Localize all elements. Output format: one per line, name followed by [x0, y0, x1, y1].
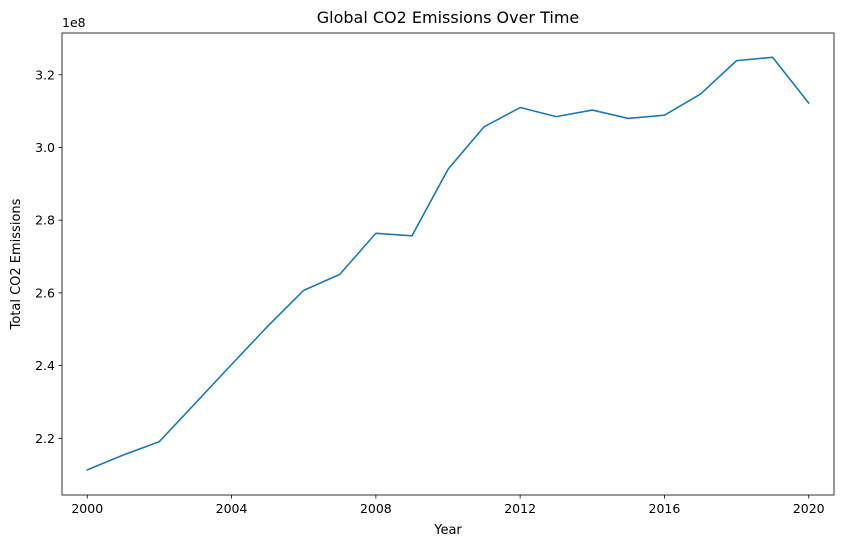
- y-tick-label: 2.8: [35, 213, 55, 228]
- x-tick-label: 2016: [649, 501, 681, 516]
- data-point: [626, 116, 631, 121]
- x-tick-label: 2012: [504, 501, 536, 516]
- y-axis: 2.2 2.4 2.6 2.8 3.0 3.2: [35, 67, 62, 446]
- plot-area: [61, 32, 835, 496]
- x-tick-label: 2004: [216, 501, 248, 516]
- data-point: [662, 113, 667, 118]
- data-point: [698, 92, 703, 97]
- data-point: [229, 362, 234, 367]
- data-point: [518, 105, 523, 110]
- data-point: [193, 401, 198, 406]
- chart-title: Global CO2 Emissions Over Time: [317, 8, 580, 27]
- x-axis-label: Year: [433, 523, 462, 538]
- x-axis: 2000 2004 2008 2012 2016 2020: [71, 495, 825, 516]
- data-point: [734, 58, 739, 63]
- data-point: [121, 453, 126, 458]
- series-line: [86, 56, 810, 471]
- data-point: [265, 324, 270, 329]
- data-point: [446, 167, 451, 172]
- y-offset-label: 1e8: [62, 15, 86, 30]
- data-point: [482, 124, 487, 129]
- data-point: [373, 231, 378, 236]
- data-point: [409, 233, 414, 238]
- y-tick-label: 2.2: [35, 431, 55, 446]
- x-tick-label: 2008: [360, 501, 392, 516]
- data-point: [770, 55, 775, 60]
- y-axis-label: Total CO2 Emissions: [9, 198, 24, 330]
- data-point: [301, 288, 306, 293]
- data-point: [85, 467, 90, 472]
- data-point: [806, 101, 811, 106]
- x-tick-label: 2020: [793, 501, 825, 516]
- data-point: [590, 108, 595, 113]
- data-point: [337, 272, 342, 277]
- y-tick-label: 2.4: [35, 358, 55, 373]
- series-layer: [85, 55, 811, 472]
- x-tick-label: 2000: [71, 501, 103, 516]
- y-tick-label: 3.0: [35, 140, 55, 155]
- data-point: [157, 439, 162, 444]
- y-tick-label: 3.2: [35, 67, 55, 82]
- y-tick-label: 2.6: [35, 285, 55, 300]
- data-point: [554, 114, 559, 119]
